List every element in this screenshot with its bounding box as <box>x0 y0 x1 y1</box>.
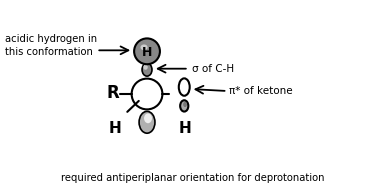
Ellipse shape <box>143 65 148 70</box>
Text: H: H <box>108 121 121 136</box>
Text: H: H <box>142 46 152 59</box>
Text: required antiperiplanar orientation for deprotonation: required antiperiplanar orientation for … <box>61 173 325 183</box>
Ellipse shape <box>139 111 155 133</box>
Text: R: R <box>107 84 119 102</box>
Ellipse shape <box>142 63 152 76</box>
Text: π* of ketone: π* of ketone <box>229 86 293 96</box>
Text: H: H <box>179 121 191 136</box>
Ellipse shape <box>179 78 190 96</box>
Ellipse shape <box>180 100 188 111</box>
Ellipse shape <box>183 102 187 107</box>
Ellipse shape <box>144 113 152 123</box>
Ellipse shape <box>141 44 147 50</box>
Text: acidic hydrogen in
this conformation: acidic hydrogen in this conformation <box>5 34 98 57</box>
Text: σ of C-H: σ of C-H <box>192 64 234 74</box>
Circle shape <box>134 38 160 64</box>
